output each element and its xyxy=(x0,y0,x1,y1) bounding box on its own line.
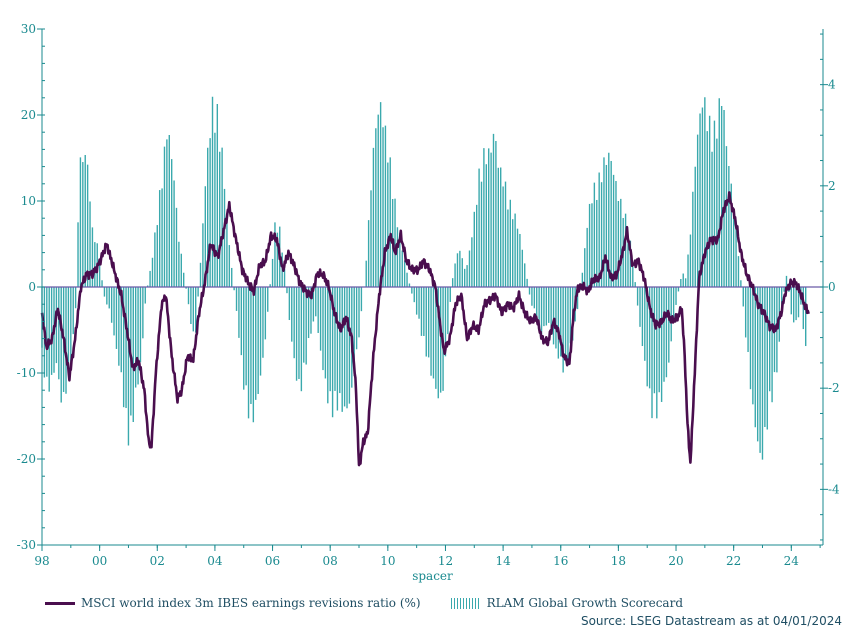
x-tick-label: 22 xyxy=(726,554,741,568)
x-tick-label: 10 xyxy=(380,554,395,568)
x-tick-label: 98 xyxy=(34,554,49,568)
right-tick-label: 2 xyxy=(828,179,836,193)
x-tick-label: 12 xyxy=(438,554,453,568)
right-tick-label: -2 xyxy=(828,381,840,395)
source-note: Source: LSEG Datastream as at 04/01/2024 xyxy=(580,614,842,628)
left-tick-label: 30 xyxy=(21,22,36,36)
right-tick-label: 0 xyxy=(828,280,836,294)
legend-swatch-bars xyxy=(450,597,481,609)
right-tick-label: 4 xyxy=(828,78,836,92)
revisions-ratio-line xyxy=(40,191,810,467)
x-tick-label: 14 xyxy=(495,554,511,568)
left-tick-label: 0 xyxy=(28,280,36,294)
legend: MSCI world index 3m IBES earnings revisi… xyxy=(45,594,713,612)
right-tick-label: -4 xyxy=(828,482,840,496)
x-tick-label: 20 xyxy=(668,554,683,568)
x-tick-label: 18 xyxy=(611,554,626,568)
x-tick-label: 04 xyxy=(207,554,223,568)
left-tick-label: -10 xyxy=(17,366,36,380)
legend-item-line: MSCI world index 3m IBES earnings revisi… xyxy=(45,596,421,610)
x-tick-label: 16 xyxy=(553,554,568,568)
x-tick-label: 00 xyxy=(92,554,107,568)
left-tick-label: -30 xyxy=(17,538,36,552)
left-tick-label: -20 xyxy=(17,452,36,466)
x-tick-label: 08 xyxy=(323,554,338,568)
left-tick-label: 20 xyxy=(21,108,36,122)
left-tick-label: 10 xyxy=(21,194,36,208)
x-tick-label: 24 xyxy=(784,554,800,568)
x-tick-label: 06 xyxy=(265,554,280,568)
legend-swatch-line xyxy=(45,601,75,605)
legend-item-bars: RLAM Global Growth Scorecard xyxy=(450,596,683,610)
x-axis-label: spacer xyxy=(412,569,453,583)
x-tick-label: 02 xyxy=(150,554,165,568)
legend-label-bars: RLAM Global Growth Scorecard xyxy=(486,596,683,610)
legend-label-line: MSCI world index 3m IBES earnings revisi… xyxy=(81,596,421,610)
